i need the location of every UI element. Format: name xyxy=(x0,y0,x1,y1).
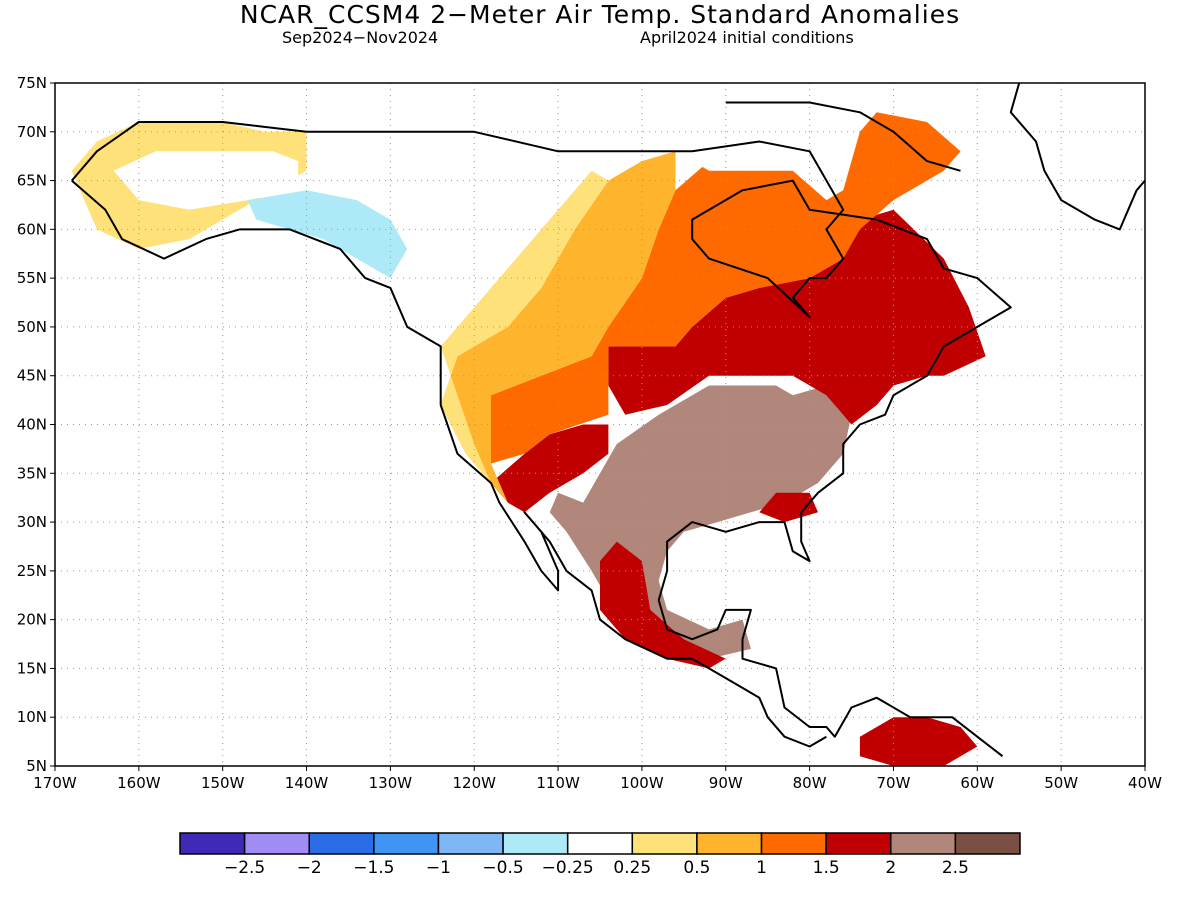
lat-tick-label: 35N xyxy=(17,464,47,482)
lon-tick-label: 170W xyxy=(33,774,77,792)
anomaly-regions xyxy=(71,83,1145,766)
lat-tick-label: 25N xyxy=(17,562,47,580)
region-greenland-white xyxy=(1010,83,1145,230)
coastline-north-america-coast xyxy=(71,121,1012,757)
colorbar-swatch xyxy=(308,832,375,855)
lon-tick-label: 110W xyxy=(536,774,580,792)
colorbar-swatch xyxy=(437,832,504,855)
lat-tick-label: 15N xyxy=(17,659,47,677)
region-southwest-red xyxy=(491,424,609,513)
colorbar-label: −1 xyxy=(426,858,451,878)
colorbar-swatch xyxy=(373,832,440,855)
lon-tick-label: 70W xyxy=(877,774,911,792)
lat-tick-label: 50N xyxy=(17,318,47,336)
colorbar-swatch xyxy=(502,832,569,855)
axis-labels: 170W 160W 150W 140W 130W 120W 110W 100W 90W 80W 70… xyxy=(17,74,1162,792)
colorbar-label: −0.25 xyxy=(542,858,594,878)
region-south-america-red xyxy=(859,717,978,766)
lat-tick-label: 55N xyxy=(17,269,47,287)
coastline-greenland-coast xyxy=(1009,83,1145,231)
lat-tick-label: 30N xyxy=(17,513,47,531)
lon-tick-label: 50W xyxy=(1044,774,1078,792)
lon-tick-label: 80W xyxy=(793,774,827,792)
lon-tick-label: 140W xyxy=(285,774,329,792)
coastline-pacific-coast xyxy=(71,179,827,748)
colorbar-label: −1.5 xyxy=(353,858,394,878)
lon-tick-label: 130W xyxy=(369,774,413,792)
lat-tick-label: 40N xyxy=(17,416,47,434)
colorbar: −2.5 −2 −1.5 −1 −0.5 −0.25 0.25 0.5 1 1.5 2 2.5 xyxy=(179,832,1021,878)
period-subtitle: Sep2024−Nov2024 xyxy=(282,28,439,47)
lat-tick-label: 5N xyxy=(26,757,47,775)
colorbar-label: 0.5 xyxy=(683,858,710,878)
region-yukon-light-blue xyxy=(247,190,408,279)
lat-tick-label: 65N xyxy=(17,172,47,190)
colorbar-swatch xyxy=(954,832,1021,855)
lat-tick-label: 10N xyxy=(17,708,47,726)
lon-tick-label: 60W xyxy=(960,774,994,792)
lon-tick-label: 100W xyxy=(620,774,664,792)
region-west-light-orange xyxy=(440,151,676,503)
lon-tick-label: 150W xyxy=(201,774,245,792)
colorbar-swatch xyxy=(760,832,827,855)
colorbar-swatch xyxy=(696,832,763,855)
region-southeast-red xyxy=(759,492,818,523)
colorbar-swatch xyxy=(825,832,892,855)
coastline-hudson-bay-islands xyxy=(725,101,961,172)
colorbar-label: 1.5 xyxy=(813,858,840,878)
lat-tick-label: 75N xyxy=(17,74,47,92)
lon-tick-label: 120W xyxy=(452,774,496,792)
colorbar-swatch xyxy=(179,832,246,855)
colorbar-label: −2 xyxy=(297,858,322,878)
lon-tick-label: 90W xyxy=(709,774,743,792)
region-mexico-red xyxy=(600,541,743,669)
lon-tick-label: 160W xyxy=(117,774,161,792)
map-title: NCAR_CCSM4 2−Meter Air Temp. Standard An… xyxy=(239,0,961,29)
colorbar-label: 1 xyxy=(756,858,767,878)
region-northern-canada-white xyxy=(675,131,844,171)
lat-tick-label: 60N xyxy=(17,220,47,238)
colorbar-swatch xyxy=(566,832,634,855)
colorbar-label: 2.5 xyxy=(942,858,969,878)
region-west-yellow xyxy=(440,170,609,484)
lat-tick-label: 20N xyxy=(17,611,47,629)
colorbar-swatch xyxy=(890,832,957,855)
lat-tick-label: 70N xyxy=(17,123,47,141)
initial-conditions-subtitle: April2024 initial conditions xyxy=(640,28,854,47)
colorbar-swatch xyxy=(631,832,698,855)
lat-tick-label: 45N xyxy=(17,367,47,385)
colorbar-label: 0.25 xyxy=(613,858,651,878)
coastlines xyxy=(71,83,1145,757)
region-northeast-red xyxy=(608,209,986,425)
colorbar-label: 2 xyxy=(885,858,896,878)
colorbar-swatch xyxy=(243,832,310,855)
colorbar-label: −0.5 xyxy=(482,858,523,878)
colorbar-label: −2.5 xyxy=(224,858,265,878)
lon-tick-label: 40W xyxy=(1128,774,1162,792)
